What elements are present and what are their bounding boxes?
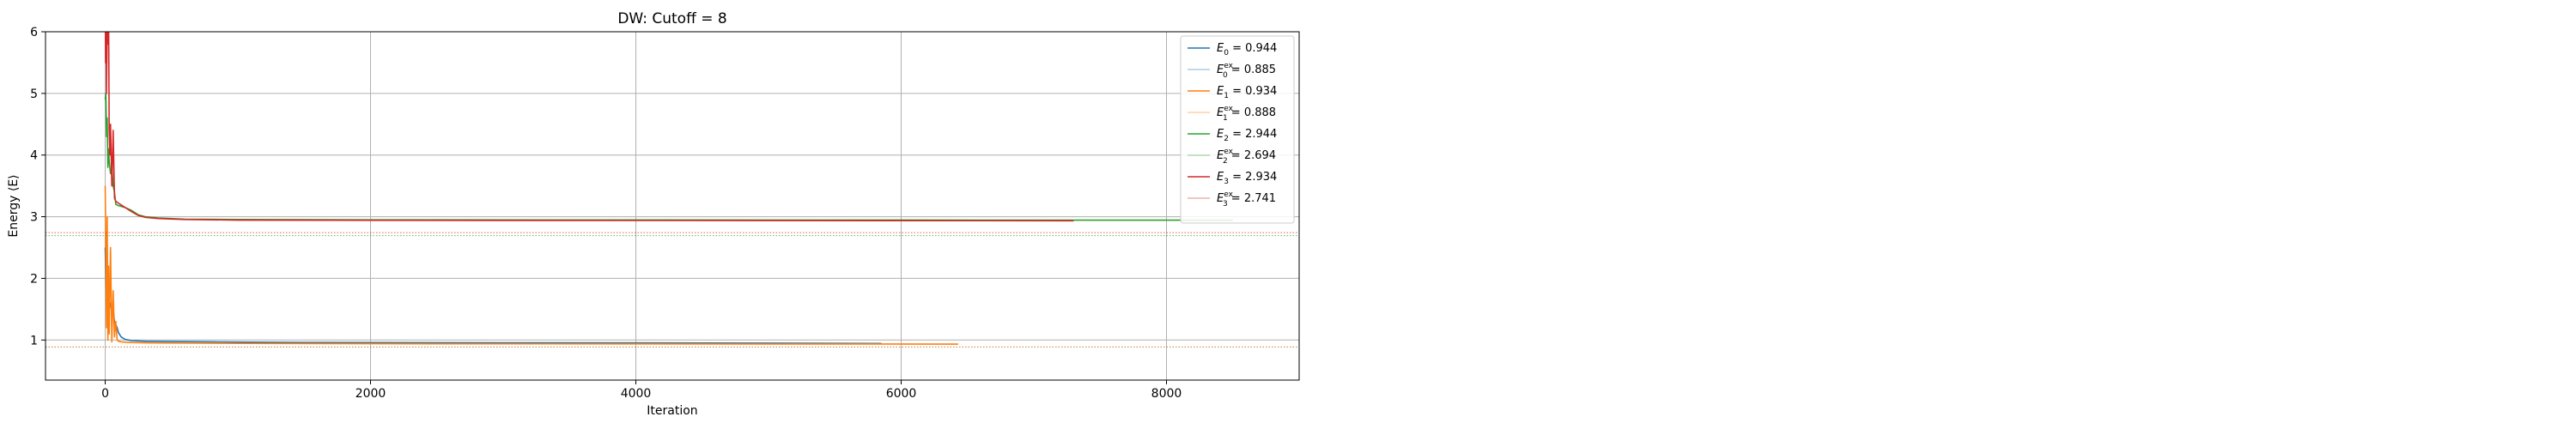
y-tick-label: 6: [30, 26, 38, 39]
y-tick-label: 2: [30, 272, 38, 286]
x-tick-label: 6000: [886, 387, 917, 401]
x-axis-ticks: 0 2000 4000 6000 8000: [101, 380, 1182, 401]
y-tick-label: 5: [30, 88, 38, 101]
grid-lines: [46, 31, 1299, 380]
legend-entry-label: Eex 3 = 2.741: [1217, 190, 1276, 208]
x-tick-label: 8000: [1151, 387, 1182, 401]
chart-title: DW: Cutoff = 8: [617, 10, 726, 27]
y-axis-label: Energy ⟨E⟩: [7, 174, 21, 237]
legend-entry-label: E0 = 0.944: [1217, 42, 1277, 57]
x-tick-label: 4000: [621, 387, 652, 401]
series-line-0: [104, 247, 882, 345]
y-axis-ticks: 1 2 3 4 5 6: [30, 26, 46, 347]
legend: E0 = 0.944 Eex 0 = 0.885 E1 = 0.934 Eex 1 = 0…: [1180, 35, 1295, 224]
legend-entry-label: Eex 1 = 0.888: [1217, 105, 1276, 123]
plot-frame: [45, 31, 1300, 381]
plot-series: [46, 32, 1299, 348]
series-line-2: [104, 185, 958, 345]
x-axis-label: Iteration: [647, 404, 697, 418]
legend-entry-label: Eex 0 = 0.885: [1217, 62, 1276, 80]
y-tick-label: 4: [30, 149, 38, 163]
legend-entry-label: E1 = 0.934: [1217, 85, 1277, 100]
series-line-4: [104, 93, 1233, 221]
series-line-6: [104, 32, 1074, 222]
legend-entry-label: E3 = 2.934: [1217, 171, 1277, 186]
x-tick-label: 0: [101, 387, 109, 401]
y-tick-label: 3: [30, 211, 38, 225]
legend-entry-label: Eex 2 = 2.694: [1217, 148, 1276, 166]
x-tick-label: 2000: [355, 387, 386, 401]
y-tick-label: 1: [30, 334, 38, 347]
legend-entry-label: E2 = 2.944: [1217, 128, 1277, 143]
